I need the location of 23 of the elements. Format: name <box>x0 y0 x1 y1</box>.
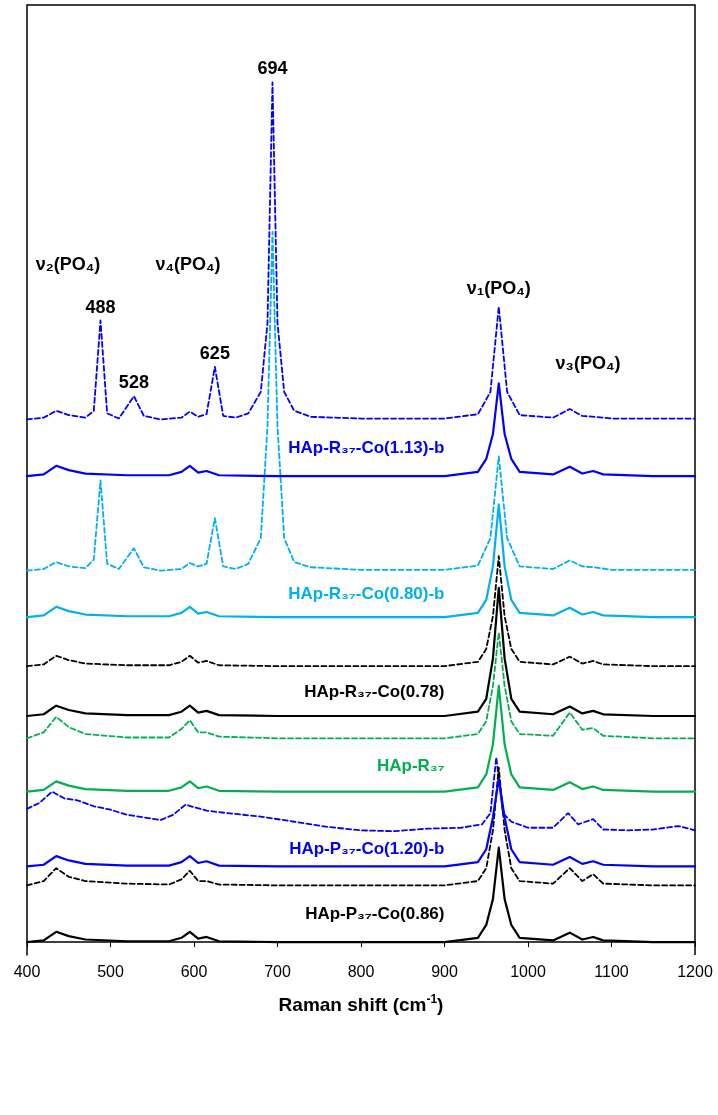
annotation: ν₄(PO₄) <box>155 254 221 274</box>
x-tick-label: 900 <box>431 962 458 980</box>
series-label: HAp-R₃₇-Co(0.80)-b <box>288 583 445 603</box>
x-tick-label: 800 <box>347 962 375 980</box>
annotation: ν₃(PO₄) <box>555 353 621 373</box>
series-label: HAp-R₃₇-Co(1.13)-b <box>288 437 445 457</box>
x-tick-label: 500 <box>97 962 124 980</box>
annotation: ν₂(PO₄) <box>35 254 101 274</box>
x-tick-label: 1200 <box>677 962 713 980</box>
series-label: HAp-R₃₇ <box>376 755 445 775</box>
annotation: ν₁(PO₄) <box>466 277 531 298</box>
annotation: 528 <box>118 372 149 393</box>
x-tick-label: 400 <box>13 962 41 980</box>
series-label: HAp-P₃₇-Co(1.20)-b <box>289 839 445 859</box>
series-label: HAp-P₃₇-Co(0.86) <box>305 904 445 924</box>
x-tick-label: 1000 <box>510 962 546 980</box>
series-label: HAp-R₃₇-Co(0.78) <box>304 681 445 701</box>
x-tick-label: 600 <box>180 962 208 980</box>
annotation: 694 <box>257 58 288 79</box>
annotation: 488 <box>85 296 116 317</box>
x-tick-label: 700 <box>264 962 291 980</box>
x-tick-label: 1100 <box>594 962 629 980</box>
annotation: 625 <box>199 342 230 363</box>
